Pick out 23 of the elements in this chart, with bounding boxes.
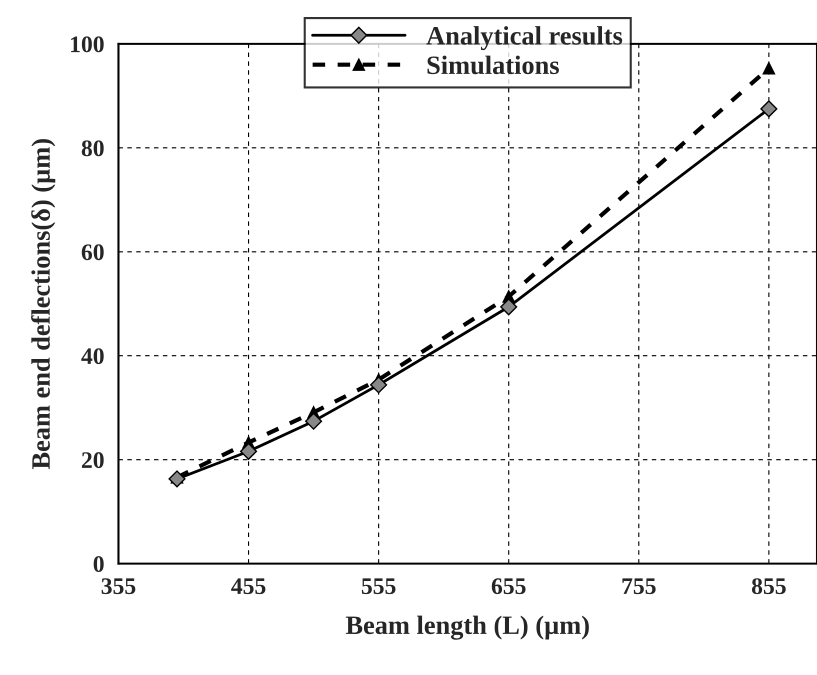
x-tick-label: 755 [622,578,656,594]
legend-label: Simulations [428,56,559,74]
legend-label: Analytical results [426,26,622,50]
point [305,412,322,430]
point [240,442,258,460]
point [168,470,186,488]
y-axis-title: Beam end deflections(δ) (µm) [31,139,56,470]
y-tick-label: 100 [71,36,104,52]
y-tick-label: 60 [82,244,104,260]
x-tick-label: 555 [362,578,396,594]
point [762,62,776,75]
x-tick-label: 455 [231,578,266,594]
x-tick-label: 655 [492,578,526,594]
y-tick-label: 40 [81,348,104,364]
y-tick-label: 0 [94,556,104,572]
y-tick-label: 80 [82,140,104,156]
x-tick-label: 855 [752,578,786,594]
y-tick-label: 20 [82,452,104,468]
point [760,100,778,118]
point [370,376,388,394]
x-axis-title: Beam length (L) (µm) [346,616,589,640]
x-tick-label: 355 [102,578,136,594]
point [500,298,518,316]
